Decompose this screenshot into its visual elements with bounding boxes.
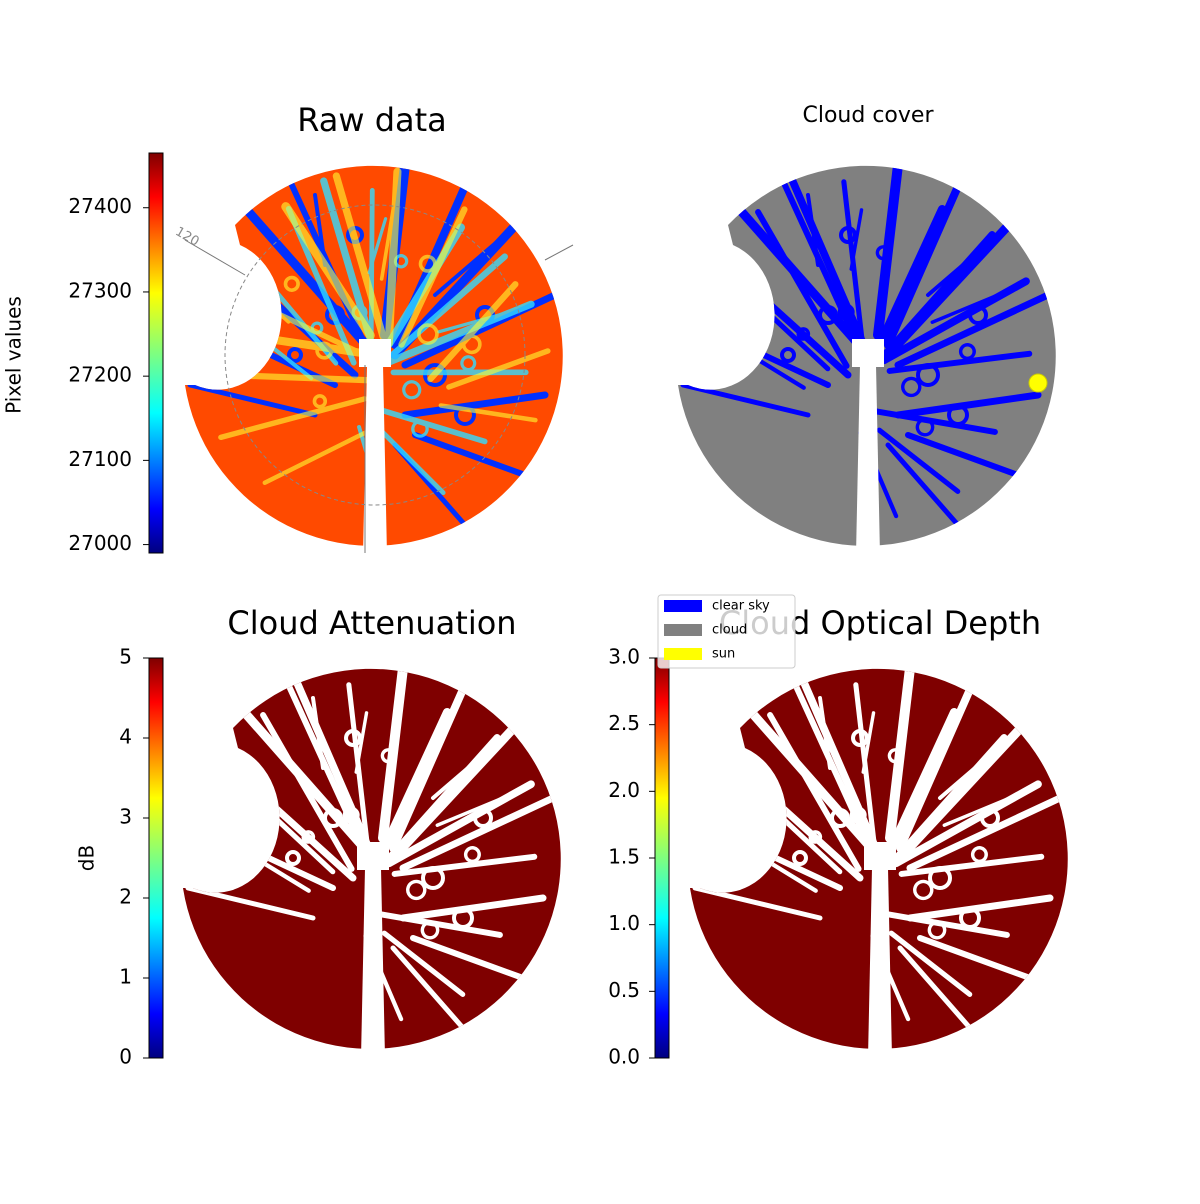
y-tick-label: 0 <box>119 1045 132 1069</box>
sky-image <box>678 165 1056 555</box>
y-tick-label: 1.5 <box>608 845 640 869</box>
shadow-band <box>864 842 896 870</box>
y-tick-label: 3 <box>119 805 132 829</box>
y-tick-label: 0.5 <box>608 978 640 1002</box>
sky-image <box>183 668 561 1058</box>
legend-swatch <box>664 600 702 612</box>
y-tick-label: 27000 <box>68 531 132 555</box>
post-shadow <box>363 365 387 555</box>
post-shadow <box>856 365 880 555</box>
grid-spoke <box>544 244 574 261</box>
y-tick-label: 4 <box>119 725 132 749</box>
y-tick-label: 2.5 <box>608 711 640 735</box>
y-tick-label: 2.0 <box>608 778 640 802</box>
sky-image: 120 <box>172 165 574 555</box>
legend: clear sky cloud sun <box>657 594 796 669</box>
y-tick-label: 3.0 <box>608 645 640 669</box>
legend-label: sun <box>712 647 735 662</box>
annotation: 120 <box>172 224 201 249</box>
y-tick-label: 27300 <box>68 278 132 302</box>
y-tick-label: 0.0 <box>608 1045 640 1069</box>
panel-title: Raw data <box>297 101 447 139</box>
y-tick-label: 27400 <box>68 194 132 218</box>
legend-label: clear sky <box>712 599 770 614</box>
y-tick-label: 27100 <box>68 447 132 471</box>
y-tick-label: 1.0 <box>608 911 640 935</box>
shadow-band <box>357 842 389 870</box>
shadow-band <box>359 339 391 367</box>
legend-label: cloud <box>712 623 747 638</box>
grid-spoke <box>184 239 246 276</box>
colorbar-label: Pixel values <box>2 296 26 414</box>
grid-circle <box>224 204 526 506</box>
post-shadow <box>361 868 385 1058</box>
sky-image <box>690 668 1068 1058</box>
panel-title: Cloud Attenuation <box>227 604 516 642</box>
post-shadow <box>868 868 892 1058</box>
colorbar <box>148 152 164 554</box>
colorbar-label: dB <box>75 845 99 871</box>
colorbar <box>654 657 670 1059</box>
legend-swatch <box>664 648 702 660</box>
shadow-band <box>852 339 884 367</box>
panel-title: Cloud cover <box>803 103 935 128</box>
y-tick-label: 2 <box>119 885 132 909</box>
y-tick-label: 27200 <box>68 363 132 387</box>
y-tick-label: 1 <box>119 965 132 989</box>
colorbar <box>148 657 164 1059</box>
sun-marker <box>1028 373 1048 393</box>
y-tick-label: 5 <box>119 645 132 669</box>
legend-swatch <box>664 624 702 636</box>
